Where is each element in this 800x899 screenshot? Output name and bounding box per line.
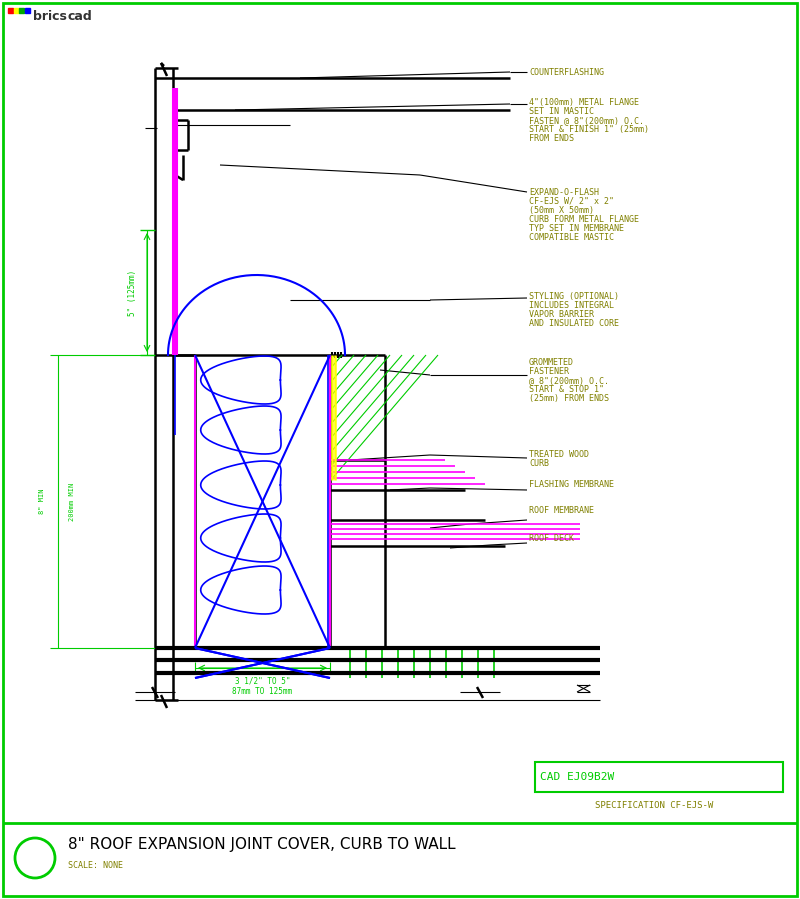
Bar (19, 8, 24, 13)
Text: FROM ENDS: FROM ENDS (529, 134, 574, 143)
Text: COMPATIBLE MASTIC: COMPATIBLE MASTIC (529, 233, 614, 242)
Text: SET IN MASTIC: SET IN MASTIC (529, 107, 594, 116)
Text: CURB FORM METAL FLANGE: CURB FORM METAL FLANGE (529, 215, 639, 224)
Text: TYP SET IN MEMBRANE: TYP SET IN MEMBRANE (529, 224, 624, 233)
Text: ROOF MEMBRANE: ROOF MEMBRANE (529, 506, 594, 515)
Text: STYLING (OPTIONAL): STYLING (OPTIONAL) (529, 292, 619, 301)
Text: START & FINISH 1" (25mm): START & FINISH 1" (25mm) (529, 125, 649, 134)
Text: COUNTERFLASHING: COUNTERFLASHING (529, 68, 604, 77)
Text: AND INSULATED CORE: AND INSULATED CORE (529, 319, 619, 328)
Text: 200mm MIN: 200mm MIN (69, 483, 75, 521)
Text: CF-EJS W/ 2" x 2": CF-EJS W/ 2" x 2" (529, 197, 614, 206)
Bar (535, 762, 783, 792)
Text: (50mm X 50mm): (50mm X 50mm) (529, 206, 594, 215)
Text: SPECIFICATION CF-EJS-W: SPECIFICATION CF-EJS-W (595, 802, 714, 811)
Text: FASTEN @ 8"(200mm) O.C.: FASTEN @ 8"(200mm) O.C. (529, 116, 644, 125)
Bar (14, 8, 18, 13)
Text: 8" MIN: 8" MIN (39, 489, 45, 514)
Text: 3 1/2" TO 5": 3 1/2" TO 5" (234, 676, 290, 685)
Bar (25, 8, 30, 13)
Text: SCALE: NONE: SCALE: NONE (68, 861, 123, 870)
Text: START & STOP 1": START & STOP 1" (529, 385, 604, 394)
Text: 87mm TO 125mm: 87mm TO 125mm (233, 687, 293, 696)
Text: 5" (125mm): 5" (125mm) (129, 270, 138, 316)
Text: INCLUDES INTEGRAL: INCLUDES INTEGRAL (529, 301, 614, 310)
Bar (8, 8, 13, 13)
Text: TREATED WOOD: TREATED WOOD (529, 450, 589, 459)
Text: 8" ROOF EXPANSION JOINT COVER, CURB TO WALL: 8" ROOF EXPANSION JOINT COVER, CURB TO W… (68, 838, 456, 852)
Text: VAPOR BARRIER: VAPOR BARRIER (529, 310, 594, 319)
Text: @ 8"(200mm) O.C.: @ 8"(200mm) O.C. (529, 376, 609, 385)
Text: EXPAND-O-FLASH: EXPAND-O-FLASH (529, 188, 599, 197)
Text: brics: brics (33, 10, 67, 22)
Text: ROOF DECK: ROOF DECK (529, 534, 574, 543)
Text: GROMMETED: GROMMETED (529, 358, 574, 367)
Text: FLASHING MEMBRANE: FLASHING MEMBRANE (529, 480, 614, 489)
Text: (25mm) FROM ENDS: (25mm) FROM ENDS (529, 394, 609, 403)
Text: 4"(100mm) METAL FLANGE: 4"(100mm) METAL FLANGE (529, 98, 639, 107)
Text: CAD EJ09B2W: CAD EJ09B2W (540, 772, 614, 782)
Text: FASTENER: FASTENER (529, 367, 569, 376)
Text: CURB: CURB (529, 459, 549, 468)
Text: cad: cad (68, 10, 93, 22)
